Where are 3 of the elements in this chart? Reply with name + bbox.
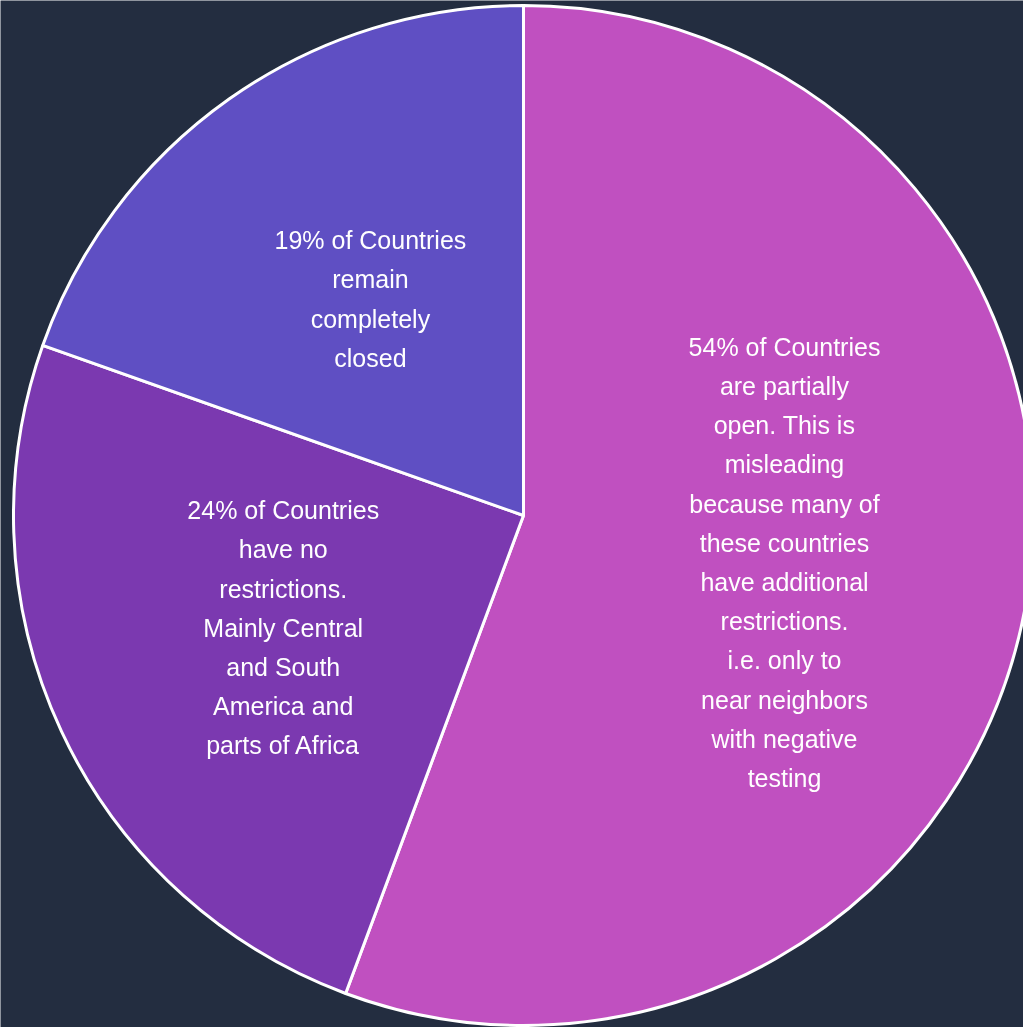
slice-label: 24% of Countries have no restrictions. Mainly Central and South America and parts of Africa <box>187 496 380 760</box>
slice-label: 19% of Countries remain completely closed <box>274 226 467 372</box>
category-label: 54% of Countries are partially open. This is misleading because many of these countries have additional restrictions. i.e. only to near neighbors with negative testing <box>688 332 881 793</box>
